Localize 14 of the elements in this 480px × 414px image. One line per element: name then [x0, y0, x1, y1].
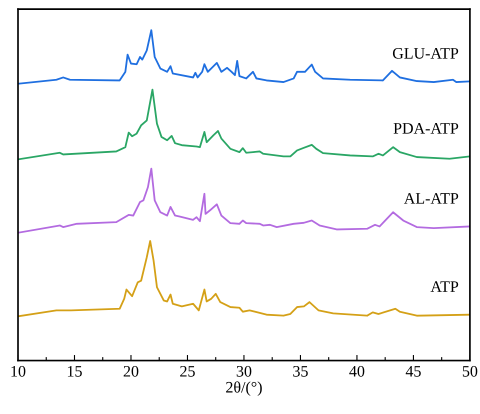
x-tick-label: 10	[11, 366, 26, 377]
series-label: GLU-ATP	[392, 48, 458, 59]
series-label: AL-ATP	[404, 193, 458, 204]
x-tick-label: 15	[68, 366, 82, 377]
x-tick-label: 45	[406, 366, 421, 377]
series-label: ATP	[430, 281, 458, 292]
x-tick-label: 20	[124, 366, 138, 377]
x-tick-label: 35	[293, 366, 308, 377]
x-tick-label: 30	[236, 366, 252, 377]
x-axis-title: 2θ/(°)	[226, 381, 262, 396]
x-tick-label: 25	[180, 366, 195, 377]
series-label: PDA-ATP	[394, 123, 458, 134]
x-tick-label: 40	[349, 366, 364, 377]
x-tick-label: 50	[462, 366, 478, 377]
